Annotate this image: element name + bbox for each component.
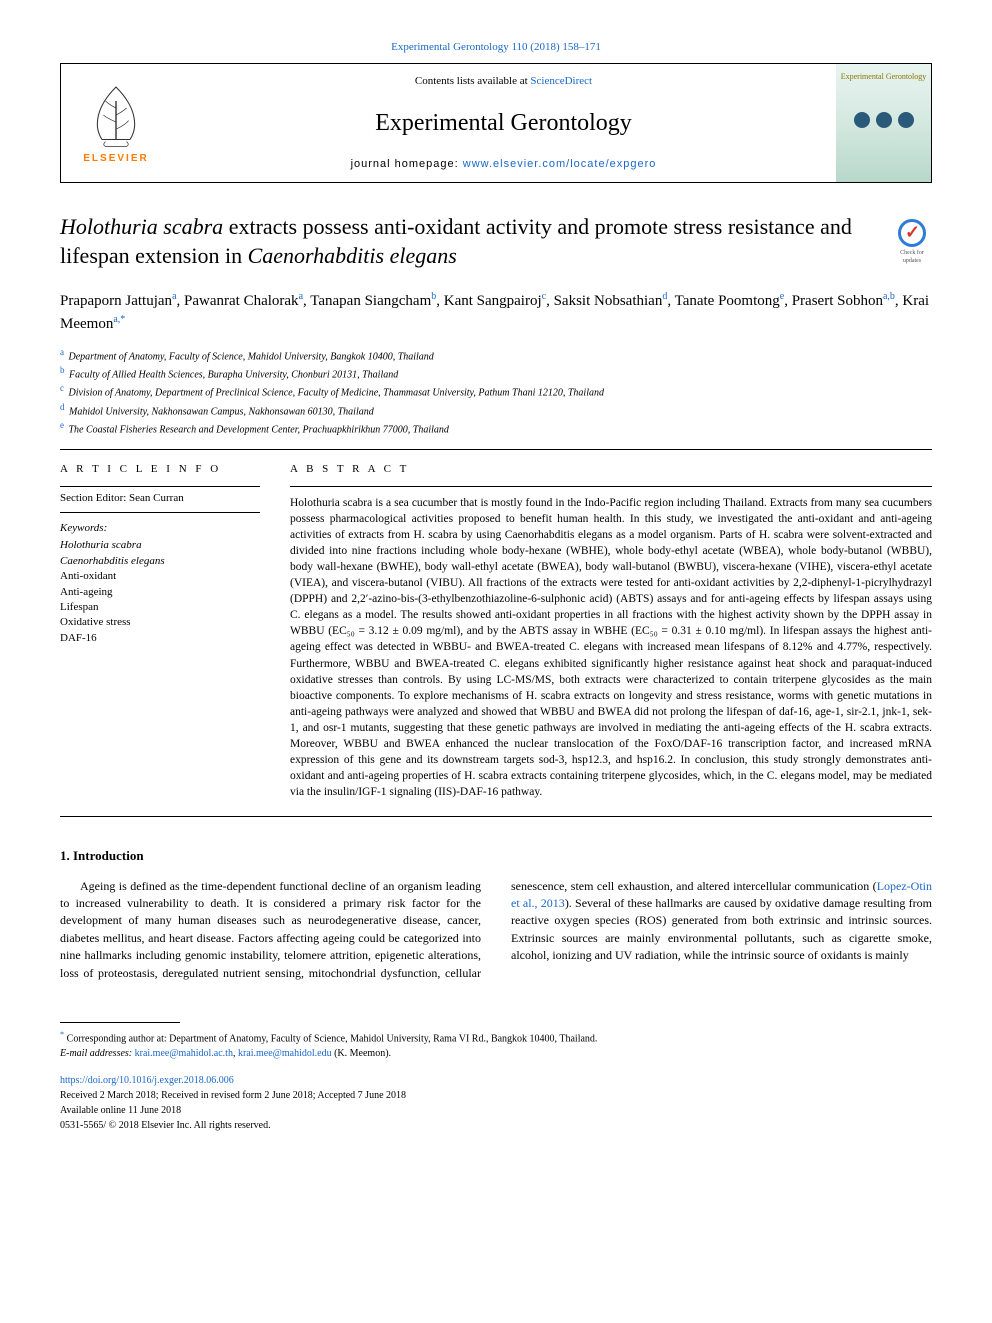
corresponding-author: * Corresponding author at: Department of… — [60, 1029, 932, 1046]
doi-link[interactable]: https://doi.org/10.1016/j.exger.2018.06.… — [60, 1075, 234, 1086]
cover-dots — [854, 112, 914, 128]
title-italic-2: Caenorhabditis elegans — [248, 243, 457, 268]
elsevier-text: ELSEVIER — [83, 152, 148, 166]
keywords-list: Holothuria scabraCaenorhabditis elegansA… — [60, 538, 260, 646]
title-italic-1: Holothuria scabra — [60, 214, 223, 239]
journal-cover-thumbnail[interactable]: Experimental Gerontology — [836, 64, 931, 182]
email-name: (K. Meemon). — [332, 1048, 391, 1059]
keywords-label: Keywords: — [60, 521, 260, 536]
email-link-1[interactable]: krai.mee@mahidol.ac.th — [135, 1048, 233, 1059]
top-citation: Experimental Gerontology 110 (2018) 158–… — [60, 40, 932, 55]
received-line: Received 2 March 2018; Received in revis… — [60, 1088, 932, 1103]
introduction-body: Ageing is defined as the time-dependent … — [60, 878, 932, 982]
introduction-header: 1. Introduction — [60, 847, 932, 865]
header-center: Contents lists available at ScienceDirec… — [171, 64, 836, 182]
keyword-item: Anti-oxidant — [60, 569, 260, 584]
sciencedirect-link[interactable]: ScienceDirect — [530, 75, 592, 87]
copyright-line: 0531-5565/ © 2018 Elsevier Inc. All righ… — [60, 1118, 932, 1133]
introduction-section: 1. Introduction Ageing is defined as the… — [60, 847, 932, 982]
abstract-divider — [290, 486, 932, 487]
check-updates-badge[interactable]: Check for updates — [892, 219, 932, 269]
contents-line: Contents lists available at ScienceDirec… — [415, 74, 592, 89]
intro-para-2: ). Several of these hallmarks are caused… — [511, 896, 932, 962]
elsevier-tree-icon — [81, 80, 151, 150]
email-link-2[interactable]: krai.mee@mahidol.edu — [238, 1048, 332, 1059]
section-editor: Section Editor: Sean Curran — [60, 487, 260, 513]
check-circle-icon — [898, 219, 926, 247]
available-line: Available online 11 June 2018 — [60, 1103, 932, 1118]
keyword-item: Caenorhabditis elegans — [60, 554, 260, 569]
email-label: E-mail addresses: — [60, 1048, 135, 1059]
affiliation-item: e The Coastal Fisheries Research and Dev… — [60, 419, 932, 437]
contents-prefix: Contents lists available at — [415, 75, 530, 87]
keyword-item: Oxidative stress — [60, 615, 260, 630]
affiliation-item: a Department of Anatomy, Faculty of Scie… — [60, 346, 932, 364]
page-footer: * Corresponding author at: Department of… — [60, 1022, 932, 1133]
affiliation-item: c Division of Anatomy, Department of Pre… — [60, 382, 932, 400]
top-citation-link[interactable]: Experimental Gerontology 110 (2018) 158–… — [391, 41, 601, 53]
homepage-link[interactable]: www.elsevier.com/locate/expgero — [463, 158, 657, 170]
affiliation-item: d Mahidol University, Nakhonsawan Campus… — [60, 401, 932, 419]
keyword-item: Holothuria scabra — [60, 538, 260, 553]
article-title: Holothuria scabra extracts possess anti-… — [60, 213, 932, 270]
elsevier-logo[interactable]: ELSEVIER — [61, 64, 171, 182]
affiliation-item: b Faculty of Allied Health Sciences, Bur… — [60, 364, 932, 382]
journal-name: Experimental Gerontology — [375, 107, 632, 141]
article-info-column: A R T I C L E I N F O Section Editor: Se… — [60, 462, 260, 800]
homepage-line: journal homepage: www.elsevier.com/locat… — [351, 157, 657, 172]
keyword-item: DAF-16 — [60, 631, 260, 646]
keyword-item: Lifespan — [60, 600, 260, 615]
homepage-prefix: journal homepage: — [351, 158, 463, 170]
keyword-item: Anti-ageing — [60, 585, 260, 600]
journal-header: ELSEVIER Contents lists available at Sci… — [60, 63, 932, 183]
article-info-header: A R T I C L E I N F O — [60, 462, 260, 477]
footer-divider — [60, 1022, 180, 1023]
abstract-column: A B S T R A C T Holothuria scabra is a s… — [290, 462, 932, 800]
intro-para-1: Ageing is defined as the time-dependent … — [60, 879, 877, 980]
email-line: E-mail addresses: krai.mee@mahidol.ac.th… — [60, 1046, 932, 1061]
abstract-header: A B S T R A C T — [290, 462, 932, 477]
info-abstract-row: A R T I C L E I N F O Section Editor: Se… — [60, 462, 932, 800]
abstract-text: Holothuria scabra is a sea cucumber that… — [290, 495, 932, 801]
check-updates-text: Check for updates — [892, 249, 932, 266]
divider-1 — [60, 449, 932, 450]
divider-2 — [60, 816, 932, 817]
authors-list: Prapaporn Jattujana, Pawanrat Chaloraka,… — [60, 289, 932, 336]
cover-title: Experimental Gerontology — [841, 72, 927, 82]
affiliations-list: a Department of Anatomy, Faculty of Scie… — [60, 346, 932, 438]
